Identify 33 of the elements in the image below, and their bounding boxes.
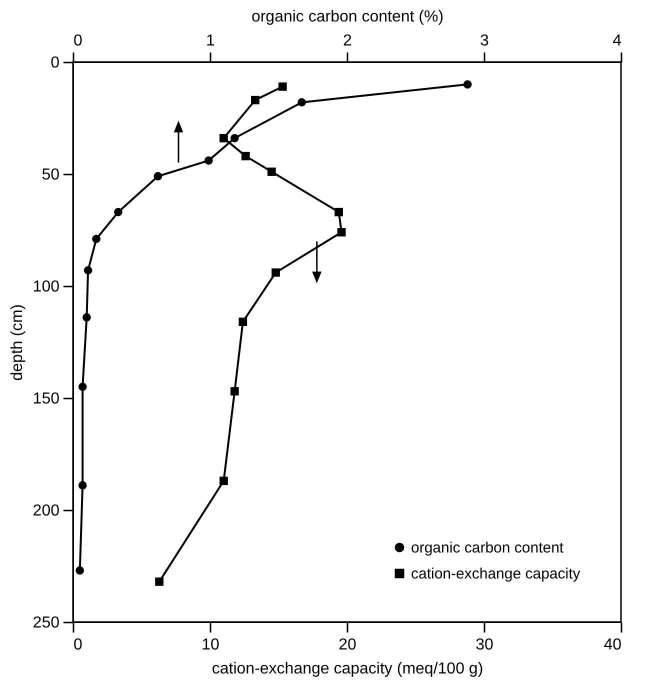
point: [155, 577, 164, 586]
x2-tick-label: 0: [74, 32, 82, 50]
y-tick-label: 0: [50, 54, 60, 72]
y-axis-title: depth (cm): [8, 304, 26, 381]
y-tick-label: 100: [32, 278, 60, 296]
point: [267, 168, 276, 176]
x2-tick-label: 2: [343, 32, 352, 50]
x2-tick-label: 3: [480, 32, 490, 50]
x2-tick-label: 4: [612, 32, 622, 50]
x-tick-label: 30: [476, 636, 494, 654]
x2-axis-title: organic carbon content (%): [251, 8, 444, 26]
x-tick-label: 40: [604, 636, 622, 654]
y-tick-label: 250: [32, 614, 60, 632]
legend-label: cation-exchange capacity: [411, 566, 581, 582]
point: [334, 208, 343, 216]
x2-tick-label: 1: [206, 32, 216, 50]
point: [278, 82, 287, 91]
legend-label: organic carbon content: [411, 540, 564, 556]
point: [230, 387, 239, 396]
y-tick-label: 200: [32, 502, 60, 520]
x-axis-title: cation-exchange capacity (meq/100 g): [212, 660, 484, 678]
point: [238, 318, 248, 326]
y-tick-label: 150: [32, 390, 60, 408]
point: [220, 476, 228, 486]
y-tick-label: 50: [42, 166, 60, 184]
point: [272, 268, 280, 277]
x-tick-label: 10: [202, 636, 220, 654]
point: [220, 134, 228, 142]
point: [337, 228, 346, 236]
point: [251, 96, 260, 104]
x-tick-label: 20: [338, 636, 356, 654]
x-tick-label: 0: [74, 636, 82, 654]
point: [241, 152, 250, 160]
